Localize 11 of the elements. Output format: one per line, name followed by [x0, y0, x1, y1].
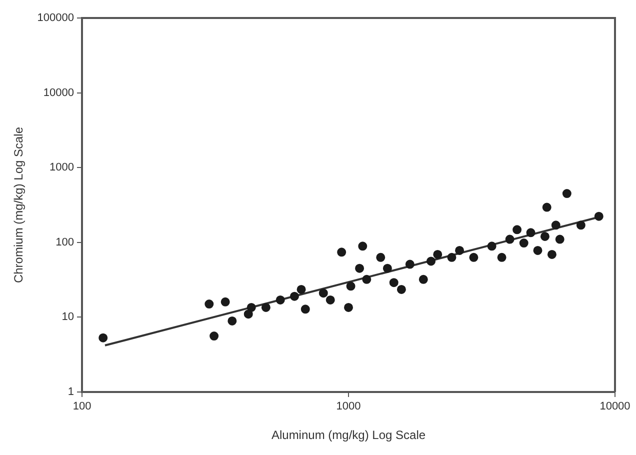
- y-tick-label: 1000: [50, 162, 74, 174]
- y-tick-label: 100: [56, 236, 74, 248]
- y-tick-label: 100000: [37, 12, 74, 24]
- x-axis-title: Aluminum (mg/kg) Log Scale: [271, 428, 426, 442]
- y-tick-label: 10: [62, 311, 74, 324]
- y-tick-label: 1: [68, 386, 74, 398]
- x-tick-label: 10000: [600, 400, 630, 413]
- y-axis-title: Chromium (mg/kg) Log Scale: [12, 126, 26, 284]
- x-tick-label: 100: [72, 400, 92, 413]
- x-tick-label: 1000: [336, 400, 361, 413]
- y-tick-label: 10000: [43, 86, 74, 99]
